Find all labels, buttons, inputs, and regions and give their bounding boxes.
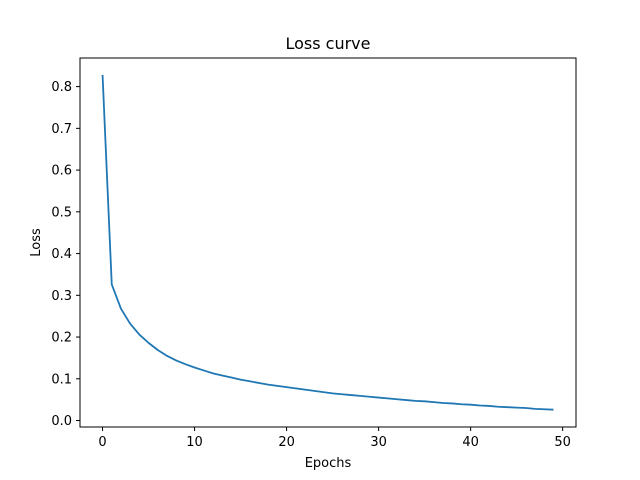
x-axis-ticks: 0 10 20 30 40 50 [98, 427, 571, 450]
x-tick-label: 0 [98, 435, 106, 450]
plot-series [101, 74, 554, 411]
y-tick-label: 0.8 [51, 80, 72, 95]
y-tick-label: 0.0 [51, 414, 72, 429]
plot-frame [79, 57, 577, 428]
y-tick-label: 0.6 [51, 164, 72, 179]
chart-title: Loss curve [285, 34, 370, 53]
y-tick-label: 0.7 [51, 122, 72, 137]
loss-line [101, 74, 554, 411]
y-tick-label: 0.5 [51, 205, 72, 220]
x-tick-label: 10 [186, 435, 203, 450]
y-axis-ticks: 0.0 0.1 0.2 0.3 0.4 0.5 0.6 0.7 0.8 [51, 80, 80, 429]
x-tick-label: 30 [370, 435, 387, 450]
x-tick-label: 50 [554, 435, 571, 450]
y-tick-label: 0.1 [51, 372, 72, 387]
x-tick-label: 20 [278, 435, 295, 450]
x-tick-label: 40 [462, 435, 479, 450]
y-axis-label: Loss [29, 228, 44, 257]
y-tick-label: 0.2 [51, 331, 72, 346]
x-axis-label: Epochs [305, 456, 352, 471]
y-tick-label: 0.3 [51, 289, 72, 304]
y-tick-label: 0.4 [51, 247, 72, 262]
